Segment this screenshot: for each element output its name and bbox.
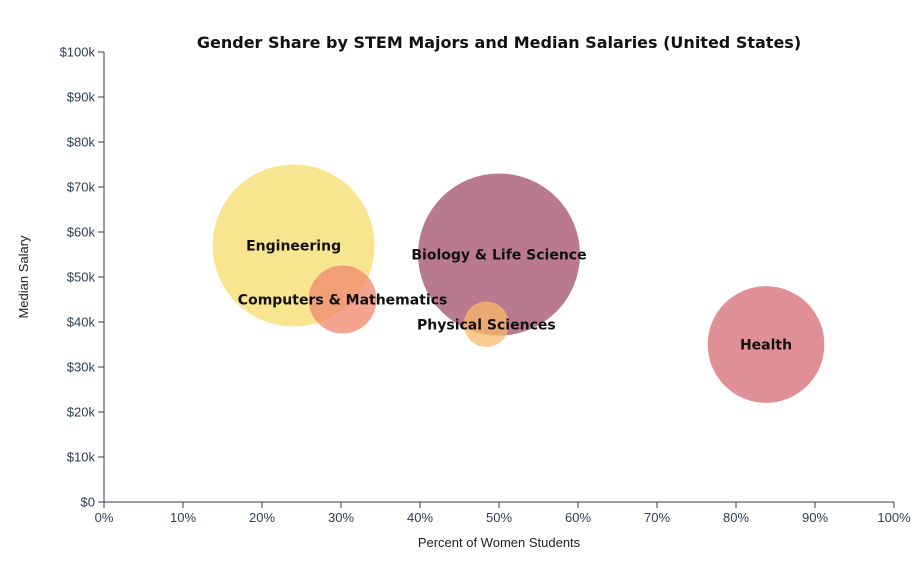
y-tick-label: $100k xyxy=(60,45,96,60)
x-tick-label: 80% xyxy=(723,510,749,525)
bubble-physical-sciences[interactable] xyxy=(463,301,510,347)
bubble-biology-life-science[interactable] xyxy=(418,173,580,336)
y-tick-label: $50k xyxy=(67,270,96,285)
y-tick-label: $20k xyxy=(67,405,96,420)
bubble-health[interactable] xyxy=(707,286,825,403)
y-tick-label: $30k xyxy=(67,360,96,375)
bubble-label-physical-sciences: Physical Sciences xyxy=(417,317,556,333)
x-tick-label: 60% xyxy=(565,510,591,525)
x-tick-label: 50% xyxy=(486,510,512,525)
x-tick-label: 90% xyxy=(802,510,828,525)
bubble-label-computers-mathematics: Computers & Mathematics xyxy=(238,293,448,309)
chart-title: Gender Share by STEM Majors and Median S… xyxy=(197,33,801,52)
y-tick-label: $90k xyxy=(67,90,96,105)
bubble-label-health: Health xyxy=(740,338,792,354)
y-tick-label: $0 xyxy=(81,495,95,510)
x-tick-label: 0% xyxy=(95,510,114,525)
x-tick-label: 70% xyxy=(644,510,670,525)
x-tick-label: 30% xyxy=(328,510,354,525)
x-axis-label: Percent of Women Students xyxy=(418,535,581,550)
bubble-label-biology-life-science: Biology & Life Science xyxy=(411,248,586,264)
y-axis-label: Median Salary xyxy=(16,235,31,319)
y-tick-label: $80k xyxy=(67,135,96,150)
x-tick-label: 40% xyxy=(407,510,433,525)
y-tick-label: $60k xyxy=(67,225,96,240)
x-tick-label: 10% xyxy=(170,510,196,525)
y-tick-label: $40k xyxy=(67,315,96,330)
y-tick-label: $10k xyxy=(67,450,96,465)
bubble-computers-mathematics[interactable] xyxy=(308,265,377,334)
x-axis-ticks: 0% 10% 20% 30% 40% 50% 60% 70% 80% 90% 100% xyxy=(95,502,911,525)
bubble-label-engineering: Engineering xyxy=(246,239,341,255)
y-axis-ticks: $0 $10k $20k $30k $40k $50k $60k $70k $80k $90k $1… xyxy=(60,45,104,510)
x-tick-label: 20% xyxy=(249,510,275,525)
x-tick-label: 100% xyxy=(877,510,911,525)
bubble-labels-layer: Engineering Biology & Life Science Health C… xyxy=(238,239,792,354)
bubbles-layer xyxy=(212,164,825,403)
y-tick-label: $70k xyxy=(67,180,96,195)
